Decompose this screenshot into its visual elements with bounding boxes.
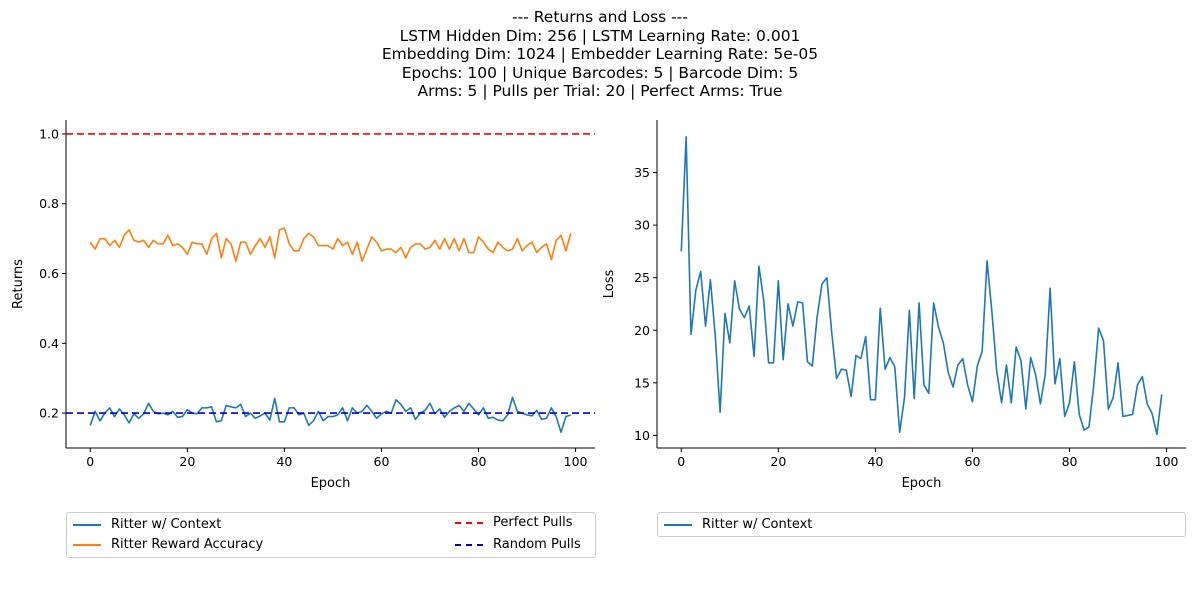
y-axis-label: Returns bbox=[11, 259, 26, 309]
y-tick-label: 0.8 bbox=[39, 196, 59, 211]
series-ritter-reward-accuracy-line bbox=[89, 227, 572, 263]
legend-entry-ritter-context: Ritter w/ Context bbox=[664, 517, 812, 532]
legend-swatch-blue bbox=[664, 523, 692, 526]
legend-entry-reward-accuracy: Ritter Reward Accuracy bbox=[73, 537, 263, 552]
series-ritter-w-context-line bbox=[680, 136, 1163, 436]
y-tick-label: 10 bbox=[634, 428, 650, 443]
y-tick-label: 25 bbox=[634, 270, 650, 285]
x-tick-label: 40 bbox=[276, 454, 292, 469]
x-tick-label: 0 bbox=[677, 454, 685, 469]
legend-label: Ritter w/ Context bbox=[111, 517, 222, 532]
legend-label: Perfect Pulls bbox=[493, 515, 573, 530]
y-tick-label: 0.4 bbox=[39, 336, 59, 351]
x-axis-label: Epoch bbox=[311, 476, 351, 491]
legend-label: Ritter w/ Context bbox=[702, 517, 813, 532]
title-line-2: LSTM Hidden Dim: 256 | LSTM Learning Rat… bbox=[399, 26, 801, 45]
x-tick-label: 20 bbox=[179, 454, 195, 469]
x-tick-label: 0 bbox=[86, 454, 94, 469]
returns-chart: 0 20 40 60 80 100 0.2 0.4 0.6 0.8 1.0 Epoch Returns bbox=[11, 120, 595, 491]
legend-label: Ritter Reward Accuracy bbox=[111, 537, 264, 552]
x-tick-label: 80 bbox=[1062, 454, 1078, 469]
y-axis-label: Loss bbox=[602, 270, 617, 299]
legend-entry-random-pulls: Random Pulls bbox=[455, 537, 581, 552]
legend-entry-ritter-context: Ritter w/ Context bbox=[73, 517, 221, 532]
x-axis-label: Epoch bbox=[902, 476, 942, 491]
legend-swatch-orange bbox=[73, 543, 101, 546]
x-tick-label: 80 bbox=[471, 454, 487, 469]
x-tick-label: 40 bbox=[867, 454, 883, 469]
y-tick-label: 0.6 bbox=[39, 266, 59, 281]
title-line-5: Arms: 5 | Pulls per Trial: 20 | Perfect … bbox=[417, 82, 783, 100]
legend-label: Random Pulls bbox=[493, 537, 581, 552]
title-line-4: Epochs: 100 | Unique Barcodes: 5 | Barco… bbox=[401, 63, 799, 82]
legend-entry-perfect-pulls: Perfect Pulls bbox=[455, 515, 573, 530]
y-tick-label: 20 bbox=[634, 323, 650, 338]
legend-swatch-blue bbox=[73, 523, 101, 526]
y-tick-label: 15 bbox=[634, 375, 650, 390]
loss-chart: 0 20 40 60 80 100 10 15 20 25 30 35 Epoch Loss bbox=[602, 120, 1186, 491]
series-ritter-w-context-line bbox=[89, 396, 572, 434]
x-tick-label: 60 bbox=[374, 454, 390, 469]
y-tick-label: 30 bbox=[634, 218, 650, 233]
title-line-3: Embedding Dim: 1024 | Embedder Learning … bbox=[381, 45, 819, 63]
y-tick-label: 0.2 bbox=[39, 406, 59, 421]
legend-swatch-darkblue-dashed bbox=[455, 543, 483, 546]
y-tick-label: 35 bbox=[634, 165, 650, 180]
loss-legend: Ritter w/ Context bbox=[657, 512, 1186, 537]
y-tick-label: 1.0 bbox=[39, 126, 59, 141]
x-tick-label: 20 bbox=[770, 454, 786, 469]
legend-swatch-red-dashed bbox=[455, 521, 483, 524]
figure-title: --- Returns and Loss --- LSTM Hidden Dim… bbox=[0, 8, 1200, 101]
x-tick-label: 60 bbox=[965, 454, 981, 469]
x-tick-label: 100 bbox=[1155, 454, 1179, 469]
x-tick-label: 100 bbox=[564, 454, 588, 469]
title-line-1: --- Returns and Loss --- bbox=[512, 8, 688, 26]
returns-legend: Ritter w/ Context Ritter Reward Accuracy… bbox=[66, 512, 596, 558]
